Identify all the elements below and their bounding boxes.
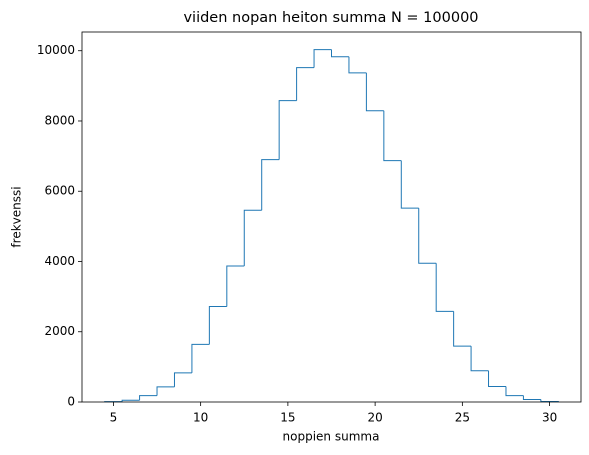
histogram-bin [488, 370, 506, 388]
histogram-bin [522, 395, 541, 401]
histogram-bin [348, 56, 367, 74]
histogram-bin [365, 72, 384, 112]
histogram-bin [453, 311, 472, 347]
histogram-bin [505, 386, 524, 397]
histogram-bin [331, 49, 349, 58]
y-tick-label: 2000 [44, 324, 75, 338]
y-axis-label: frekvenssi [10, 186, 24, 247]
x-tick-label: 15 [280, 411, 295, 425]
histogram-bin [313, 49, 332, 68]
histogram-bin [173, 372, 192, 387]
y-tick-label: 0 [67, 395, 75, 409]
histogram-bin [383, 110, 402, 162]
y-tick-label: 10000 [37, 43, 75, 57]
x-tick-label: 25 [455, 411, 470, 425]
histogram-bin [278, 100, 297, 160]
x-tick-label: 5 [110, 411, 118, 425]
histogram-bin [400, 160, 419, 209]
histogram-bin [418, 208, 437, 264]
chart-title: viiden nopan heiton summa N = 100000 [183, 10, 478, 26]
x-tick-label: 30 [542, 411, 557, 425]
histogram-bin [121, 399, 140, 402]
histogram-bin [191, 343, 210, 373]
x-tick-label: 20 [367, 411, 382, 425]
histogram-bin [226, 265, 245, 307]
histogram-bin [296, 67, 315, 101]
histogram-bin [208, 305, 227, 345]
plot-frame [81, 31, 582, 403]
histogram-bin [261, 159, 280, 211]
histogram-bin [470, 346, 489, 372]
histogram-bin [243, 209, 262, 267]
y-tick-label: 6000 [44, 184, 75, 198]
y-tick-label: 8000 [44, 113, 75, 127]
histogram-bin [435, 263, 454, 312]
histogram-bin [139, 395, 158, 401]
x-tick-label: 10 [193, 411, 208, 425]
y-tick-label: 4000 [44, 254, 75, 268]
histogram-bin [156, 386, 175, 396]
x-axis-label: noppien summa [283, 430, 380, 444]
